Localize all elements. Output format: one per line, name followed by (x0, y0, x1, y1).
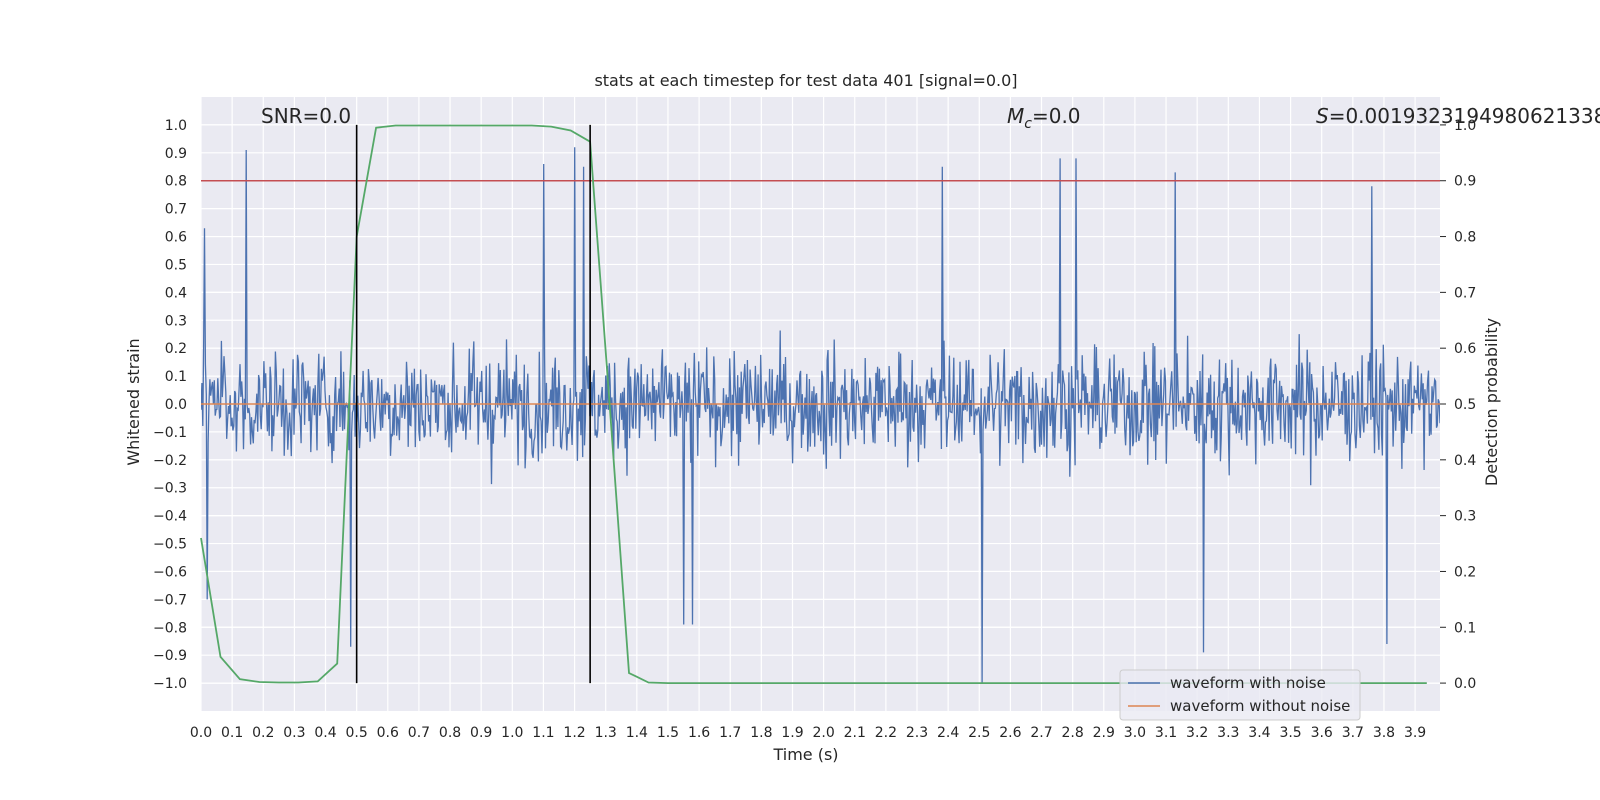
x-tick-label: 3.9 (1404, 725, 1426, 741)
x-tick-label: 1.5 (657, 725, 679, 741)
x-tick-label: 1.4 (626, 725, 648, 741)
x-tick-label: 1.3 (595, 725, 617, 741)
x-tick-label: 2.3 (906, 725, 928, 741)
x-tick-label: 0.2 (252, 725, 274, 741)
x-tick-label: 0.9 (470, 725, 492, 741)
x-tick-label: 3.8 (1373, 725, 1395, 741)
x-tick-label: 1.7 (719, 725, 741, 741)
y-tick-label: 0.7 (165, 202, 187, 218)
y2-tick-label: 0.3 (1454, 509, 1476, 525)
x-tick-label: 2.8 (1062, 725, 1084, 741)
y-tick-label: 0.9 (165, 146, 187, 162)
score-symbol: S (1316, 104, 1329, 128)
chart-title: stats at each timestep for test data 401… (594, 71, 1017, 90)
score-value: =0.0019323194980621338 (1329, 104, 1600, 128)
x-tick-label: 2.4 (937, 725, 959, 741)
x-tick-label: 0.4 (314, 725, 336, 741)
x-tick-label: 2.0 (812, 725, 834, 741)
y-tick-label: 0.0 (165, 397, 187, 413)
score-annotation: S=0.0019323194980621338 (1316, 104, 1600, 128)
y-axis-label: Whitened strain (124, 338, 143, 465)
y-tick-label: −0.5 (153, 537, 187, 553)
x-tick-label: 2.7 (1030, 725, 1052, 741)
x-tick-label: 3.4 (1248, 725, 1270, 741)
x-tick-label: 2.5 (968, 725, 990, 741)
x-tick-label: 3.7 (1342, 725, 1364, 741)
waveform-with-noise-line (201, 147, 1440, 684)
y-tick-label: 0.1 (165, 369, 187, 385)
x-tick-label: 0.5 (346, 725, 368, 741)
y2-tick-label: 0.6 (1454, 341, 1476, 357)
y2-tick-label: 0.8 (1454, 230, 1476, 246)
chirp-mass-subscript: c (1024, 116, 1032, 132)
y-tick-label: 0.6 (165, 230, 187, 246)
y-tick-label: 1.0 (165, 118, 187, 134)
x-tick-label: 0.1 (221, 725, 243, 741)
y-tick-label: 0.2 (165, 341, 187, 357)
x-tick-label: 2.9 (1093, 725, 1115, 741)
x-tick-label: 1.1 (532, 725, 554, 741)
y2-tick-label: 0.4 (1454, 453, 1476, 469)
y2-tick-label: 0.2 (1454, 564, 1476, 580)
x-tick-label: 2.1 (844, 725, 866, 741)
x-tick-label: 1.8 (750, 725, 772, 741)
y2-tick-label: 0.1 (1454, 620, 1476, 636)
x-tick-label: 3.6 (1311, 725, 1333, 741)
y-tick-label: −0.4 (153, 509, 187, 525)
x-tick-label: 2.2 (875, 725, 897, 741)
y-tick-label: −0.1 (153, 425, 187, 441)
y-tick-label: 0.5 (165, 257, 187, 273)
y2-axis-label: Detection probability (1482, 318, 1501, 486)
snr-annotation: SNR=0.0 (261, 104, 351, 128)
x-tick-label: 0.7 (408, 725, 430, 741)
x-tick-label: 3.0 (1124, 725, 1146, 741)
y-tick-label: 0.4 (165, 285, 187, 301)
y2-tick-labels: 1.0 0.9 0.8 0.7 0.6 0.5 0.4 0.3 0.2 0.1 0.0 (1440, 118, 1476, 692)
y-tick-label: −0.7 (153, 592, 187, 608)
x-tick-label: 3.3 (1217, 725, 1239, 741)
x-tick-label: 1.2 (563, 725, 585, 741)
x-tick-label: 3.5 (1279, 725, 1301, 741)
vertical-markers (355, 124, 591, 684)
legend: waveform with noise waveform without noi… (1119, 669, 1361, 721)
chirp-mass-annotation: Mc=0.0 (1007, 104, 1081, 132)
x-tick-label: 2.6 (999, 725, 1021, 741)
y-tick-label: −0.2 (153, 453, 187, 469)
y2-tick-label: 0.0 (1454, 676, 1476, 692)
y-tick-label: −0.9 (153, 648, 187, 664)
x-tick-label: 3.1 (1155, 725, 1177, 741)
chirp-mass-symbol: M (1007, 104, 1024, 128)
x-tick-label: 1.6 (688, 725, 710, 741)
x-tick-label: 0.8 (439, 725, 461, 741)
x-tick-label: 1.9 (781, 725, 803, 741)
y2-tick-label: 0.7 (1454, 285, 1476, 301)
y2-tick-label: 0.5 (1454, 397, 1476, 413)
y2-tick-label: 0.9 (1454, 174, 1476, 190)
x-tick-label: 0.0 (190, 725, 212, 741)
x-axis-label: Time (s) (772, 745, 838, 764)
x-tick-label: 0.3 (283, 725, 305, 741)
x-tick-label: 1.0 (501, 725, 523, 741)
y-tick-labels: 1.0 0.9 0.8 0.7 0.6 0.5 0.4 0.3 0.2 0.1 0.0 −0.1 −0.… (153, 118, 187, 692)
series-waveform-with-noise (201, 147, 1440, 684)
y-tick-label: −1.0 (153, 676, 187, 692)
y-tick-label: 0.3 (165, 313, 187, 329)
y-tick-label: −0.6 (153, 564, 187, 580)
y2-tick-label: 1.0 (1454, 118, 1476, 134)
y-tick-label: −0.3 (153, 481, 187, 497)
legend-box (1119, 669, 1361, 721)
y-tick-label: 0.8 (165, 174, 187, 190)
y-tick-label: −0.8 (153, 620, 187, 636)
x-tick-label: 3.2 (1186, 725, 1208, 741)
legend-label-clean: waveform without noise (1170, 697, 1350, 715)
legend-label-noise: waveform with noise (1170, 674, 1326, 692)
chirp-mass-value: =0.0 (1032, 104, 1081, 128)
x-tick-label: 0.6 (377, 725, 399, 741)
x-tick-labels: 0.0 0.1 0.2 0.3 0.4 0.5 0.6 0.7 0.8 0.9 1.0 1.1 1.2 1… (190, 725, 1426, 741)
